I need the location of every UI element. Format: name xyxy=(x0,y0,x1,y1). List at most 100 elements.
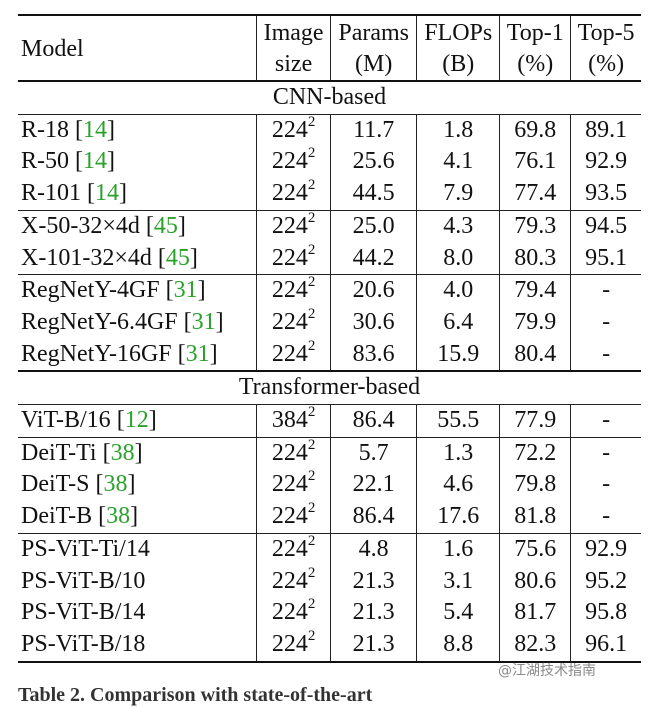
top1-cell: 81.8 xyxy=(499,501,571,534)
image-size-exponent: 2 xyxy=(307,468,316,485)
flops-cell: 3.1 xyxy=(416,565,500,598)
image-size-exponent: 2 xyxy=(307,145,316,162)
header-image-size-unit: size xyxy=(255,49,331,81)
citation-link[interactable]: 31 xyxy=(191,308,216,335)
image-size-cell: 2242 xyxy=(255,113,331,147)
header-flops-unit: (B) xyxy=(416,49,500,81)
image-size-cell: 2242 xyxy=(255,241,331,275)
top5-cell: - xyxy=(570,338,641,372)
model-cell: PS-ViT-Ti/14 xyxy=(18,532,257,566)
citation-link[interactable]: 31 xyxy=(185,340,210,367)
flops-cell: 4.0 xyxy=(416,274,500,307)
top1-cell: 72.2 xyxy=(499,436,571,470)
top5-cell: 94.5 xyxy=(570,209,641,243)
model-cell: RegNetY-16GF [31] xyxy=(21,340,218,367)
top5-cell: - xyxy=(570,306,641,339)
image-size-cell: 2242 xyxy=(255,178,331,211)
model-name: DeiT-B xyxy=(21,503,93,530)
image-size-exponent: 2 xyxy=(307,274,316,291)
model-name: RegNetY-4GF xyxy=(21,277,160,304)
table-row: PS-ViT-B/10 2242 21.3 3.1 80.6 95.2 xyxy=(18,564,641,598)
citation-link[interactable]: 12 xyxy=(124,407,149,434)
flops-cell: 8.8 xyxy=(416,628,500,663)
citation-link[interactable]: 14 xyxy=(83,116,107,143)
params-cell: 25.6 xyxy=(330,146,417,179)
flops-cell: 15.9 xyxy=(416,338,500,372)
image-size-exponent: 2 xyxy=(307,532,316,549)
params-cell: 25.0 xyxy=(330,209,417,243)
citation-link[interactable]: 38 xyxy=(110,439,135,466)
model-cell: RegNetY-6.4GF [31] xyxy=(21,308,224,335)
model-name: X-101-32×4d xyxy=(21,244,152,271)
section-row: CNN-based xyxy=(18,79,641,115)
image-size-value: 224 xyxy=(271,116,308,143)
image-size-exponent: 2 xyxy=(307,241,316,258)
top1-cell: 69.8 xyxy=(499,113,571,147)
citation-link[interactable]: 45 xyxy=(165,244,190,271)
top5-cell: - xyxy=(570,469,641,502)
model-name: DeiT-Ti xyxy=(21,439,97,466)
table-row: RegNetY-4GF [31] 2242 20.6 4.0 79.4- xyxy=(18,274,641,307)
model-cell: PS-ViT-B/18 xyxy=(18,628,257,663)
image-size-exponent: 2 xyxy=(307,627,316,644)
table-row: X-101-32×4d [45] 2242 44.2 8.0 80.3 95.1 xyxy=(18,241,641,275)
image-size-exponent: 2 xyxy=(307,337,316,354)
table-row: ViT-B/16 [12] 3842 86.4 55.5 77.9- xyxy=(18,404,641,438)
top1-cell: 81.7 xyxy=(499,597,571,629)
model-name: R-101 xyxy=(21,180,81,207)
params-cell: 44.5 xyxy=(330,178,417,211)
top1-cell: 77.4 xyxy=(499,178,571,211)
model-cell: DeiT-Ti [38] xyxy=(18,436,257,470)
flops-cell: 4.1 xyxy=(416,146,500,179)
image-size-value: 384 xyxy=(271,407,308,434)
table-row: PS-ViT-Ti/14 2242 4.8 1.6 75.6 92.9 xyxy=(18,532,641,566)
citation-link[interactable]: 45 xyxy=(153,212,178,239)
image-size-cell: 2242 xyxy=(255,305,331,339)
header-flops: FLOPs xyxy=(416,14,500,49)
image-size-cell: 2242 xyxy=(255,501,331,534)
image-size-exponent: 2 xyxy=(307,305,316,322)
table-body: CNN-based R-18 [14] 2242 11.7 1.8 69.8 89.1 R-5… xyxy=(18,79,641,663)
table-row: DeiT-B [38] 2242 86.4 17.6 81.8- xyxy=(18,501,641,534)
image-size-exponent: 2 xyxy=(307,564,316,581)
header-params-unit: (M) xyxy=(330,49,417,81)
table-row: PS-ViT-B/14 2242 21.3 5.4 81.7 95.8 xyxy=(18,597,641,629)
top5-cell: 95.1 xyxy=(570,242,641,275)
image-size-exponent: 2 xyxy=(307,209,316,226)
citation-link[interactable]: 14 xyxy=(95,180,119,207)
citation-link[interactable]: 38 xyxy=(106,503,131,530)
citation-link[interactable]: 38 xyxy=(103,471,128,498)
header-row-units: size (M) (B) (%) (%) xyxy=(18,49,641,81)
flops-cell: 1.3 xyxy=(416,436,500,470)
image-size-cell: 3842 xyxy=(255,404,331,438)
table-caption: Table 2. Comparison with state-of-the-ar… xyxy=(18,684,373,706)
image-size-value: 224 xyxy=(271,277,308,304)
top5-cell: 92.9 xyxy=(570,146,641,179)
model-cell: R-18 [14] xyxy=(18,113,257,147)
citation-link[interactable]: 31 xyxy=(173,277,198,304)
flops-cell: 6.4 xyxy=(416,306,500,339)
params-cell: 11.7 xyxy=(330,113,417,147)
image-size-value: 224 xyxy=(271,308,308,335)
header-top1-unit: (%) xyxy=(499,49,571,81)
model-cell: X-50-32×4d [45] xyxy=(18,209,257,243)
image-size-cell: 2242 xyxy=(255,468,331,502)
image-size-cell: 2242 xyxy=(255,627,331,663)
params-cell: 44.2 xyxy=(330,242,417,275)
model-cell: PS-ViT-B/14 xyxy=(18,597,257,629)
table-row: R-50 [14] 2242 25.6 4.1 76.1 92.9 xyxy=(18,145,641,179)
table-row: X-50-32×4d [45] 2242 25.0 4.3 79.3 94.5 xyxy=(18,209,641,243)
top1-cell: 80.3 xyxy=(499,242,571,275)
model-name: R-50 xyxy=(21,148,69,175)
image-size-value: 224 xyxy=(271,439,308,466)
top1-cell: 79.4 xyxy=(499,274,571,307)
image-size-cell: 2242 xyxy=(255,209,331,243)
top5-cell: - xyxy=(570,436,641,470)
flops-cell: 5.4 xyxy=(416,597,500,629)
table-row: R-18 [14] 2242 11.7 1.8 69.8 89.1 xyxy=(18,113,641,147)
top1-cell: 79.9 xyxy=(499,306,571,339)
table-row: DeiT-Ti [38] 2242 5.7 1.3 72.2- xyxy=(18,436,641,470)
image-size-cell: 2242 xyxy=(255,564,331,598)
citation-link[interactable]: 14 xyxy=(83,148,107,175)
top5-cell: - xyxy=(570,404,641,438)
